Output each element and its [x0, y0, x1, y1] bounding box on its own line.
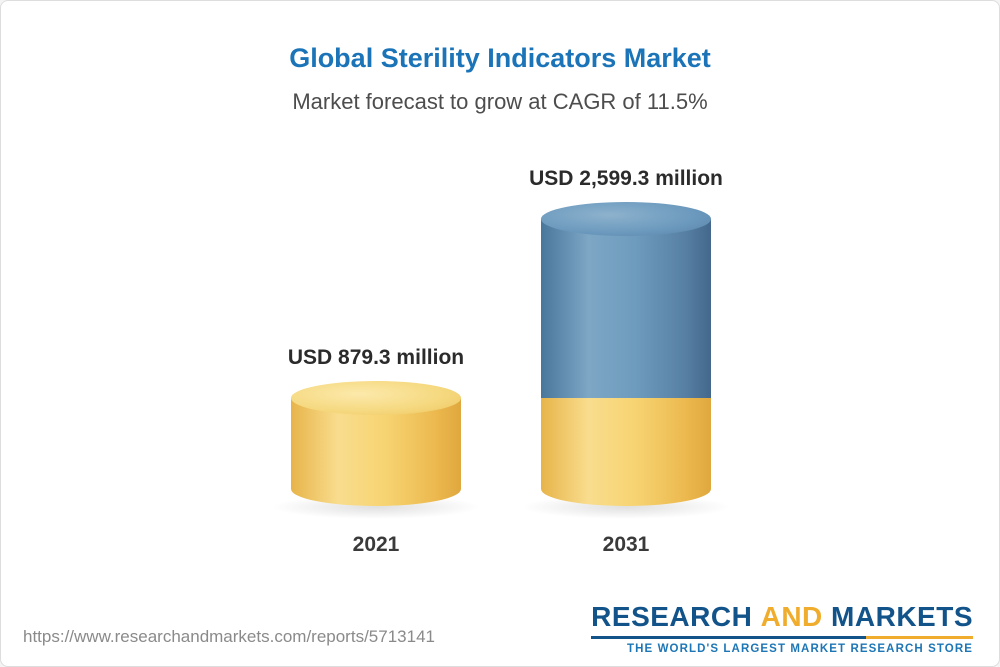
cylinder-2021 — [291, 381, 461, 506]
logo-word-and: AND — [760, 601, 823, 632]
chart-title: Global Sterility Indicators Market — [289, 43, 711, 73]
cylinder-2021-top — [291, 381, 461, 415]
research-and-markets-logo: RESEARCH AND MARKETS THE WORLD'S LARGEST… — [591, 601, 973, 655]
category-label-2031: 2031 — [602, 533, 650, 556]
report-url: https://www.researchandmarkets.com/repor… — [23, 627, 435, 646]
category-label-2021: 2021 — [352, 533, 400, 556]
cylinder-2031-base-segment — [541, 398, 711, 506]
cylinder-2031 — [541, 202, 711, 506]
logo-tagline: THE WORLD'S LARGEST MARKET RESEARCH STOR… — [627, 643, 973, 655]
logo-word-markets: MARKETS — [831, 601, 973, 632]
cylinder-2021-body — [291, 398, 461, 506]
cylinder-2031-growth-segment — [541, 219, 711, 398]
logo-divider — [591, 636, 973, 639]
chart-subtitle: Market forecast to grow at CAGR of 11.5% — [292, 89, 708, 114]
value-label-2031: USD 2,599.3 million — [529, 167, 723, 190]
logo-wordmark: RESEARCH AND MARKETS — [591, 601, 973, 633]
value-label-2021: USD 879.3 million — [287, 346, 465, 369]
logo-word-research: RESEARCH — [591, 601, 753, 632]
cylinder-2031-top — [541, 202, 711, 236]
